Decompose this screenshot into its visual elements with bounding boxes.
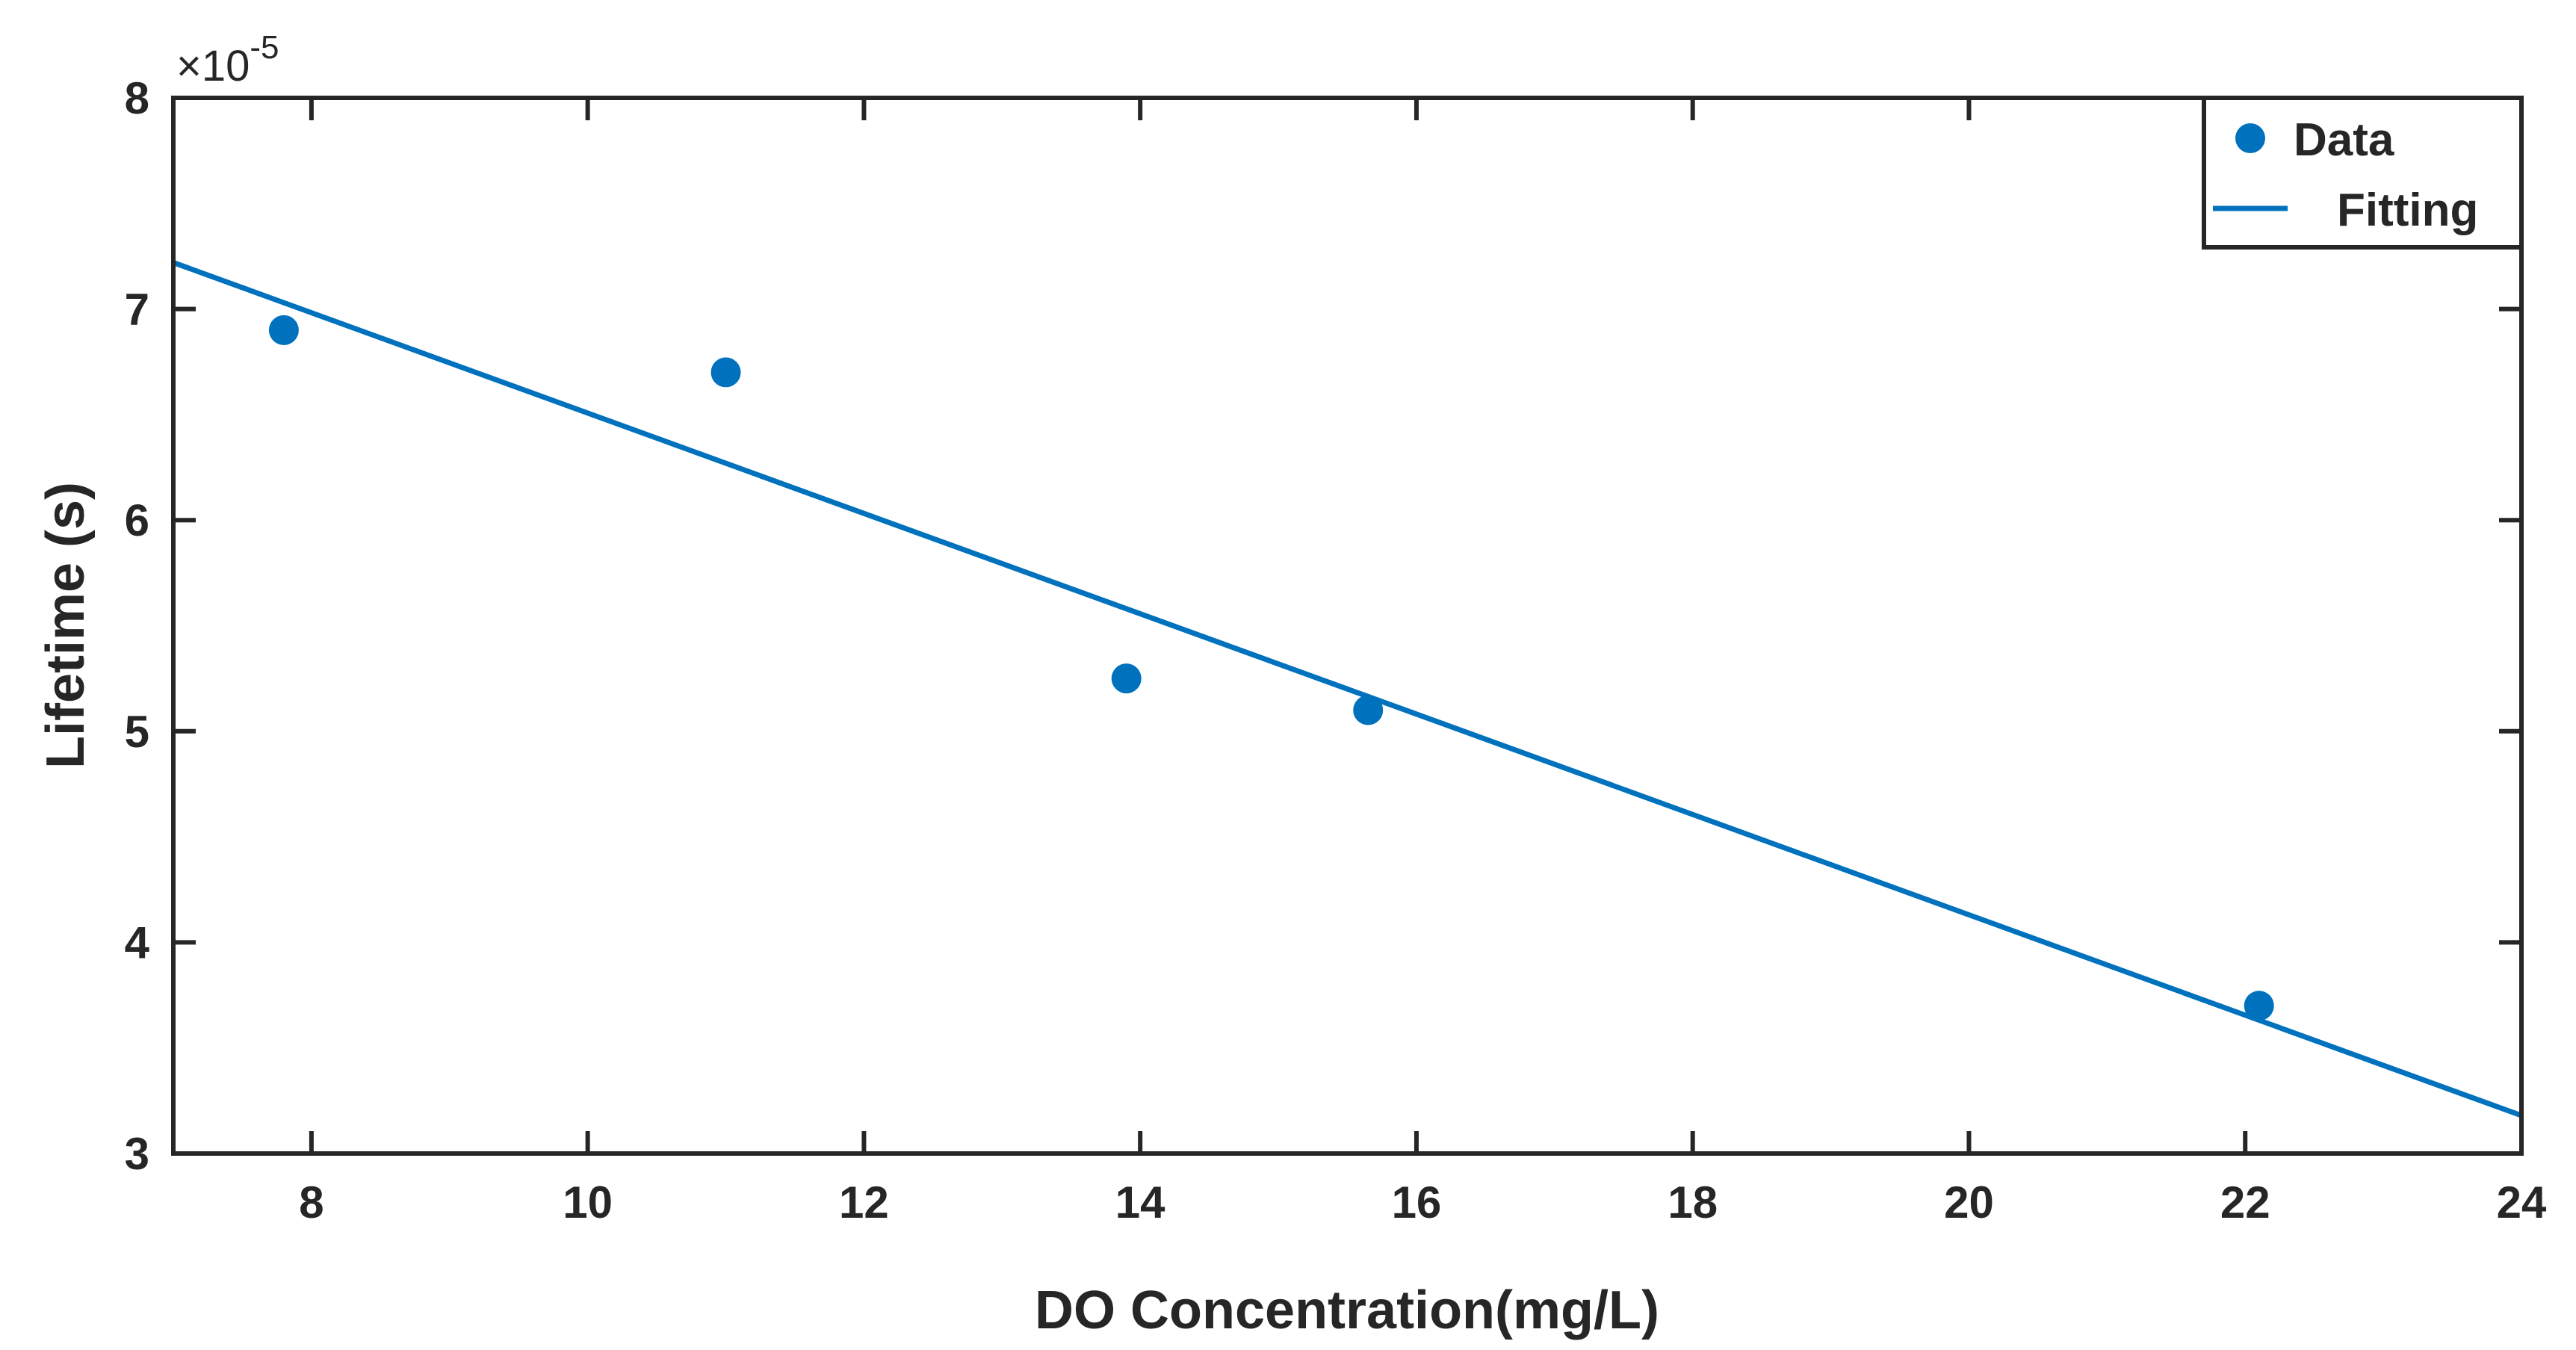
data-point [1353, 695, 1384, 725]
x-tick-label: 20 [1944, 1177, 1994, 1227]
x-tick-label: 10 [563, 1177, 613, 1227]
legend: Data Fitting [2202, 96, 2524, 250]
y-tick-label: 3 [125, 1129, 149, 1179]
x-axis-title: DO Concentration(mg/L) [1035, 1281, 1659, 1340]
fitting-line [172, 260, 2523, 1118]
legend-data-marker [2235, 123, 2265, 153]
data-point [1111, 663, 1142, 694]
y-tick-label: 4 [125, 917, 150, 967]
x-tick-label: 12 [839, 1177, 889, 1227]
y-tick-label: 6 [125, 495, 149, 545]
y-scale-power: -5 [250, 29, 279, 66]
x-tick-label: 22 [2220, 1177, 2270, 1227]
x-tick-label: 18 [1668, 1177, 1718, 1227]
data-point [710, 357, 741, 388]
y-scale-base: ×10 [176, 42, 250, 90]
data-point [2244, 991, 2274, 1021]
legend-fitting-label: Fitting [2337, 185, 2478, 236]
x-tick-label: 24 [2497, 1177, 2547, 1227]
y-tick-label: 5 [125, 707, 149, 757]
y-tick-label: 7 [125, 285, 149, 335]
y-tick-label: 8 [125, 73, 149, 123]
y-scale-exponent: ×10-5 [176, 29, 279, 90]
axes-box [171, 96, 2524, 1156]
y-axis-title: Lifetime (s) [36, 482, 96, 769]
data-point [268, 315, 299, 345]
legend-data-label: Data [2294, 114, 2394, 166]
x-tick-label: 16 [1392, 1177, 1442, 1227]
x-tick-label: 8 [299, 1177, 323, 1227]
x-tick-label: 14 [1115, 1177, 1165, 1227]
legend-box [2202, 96, 2524, 250]
